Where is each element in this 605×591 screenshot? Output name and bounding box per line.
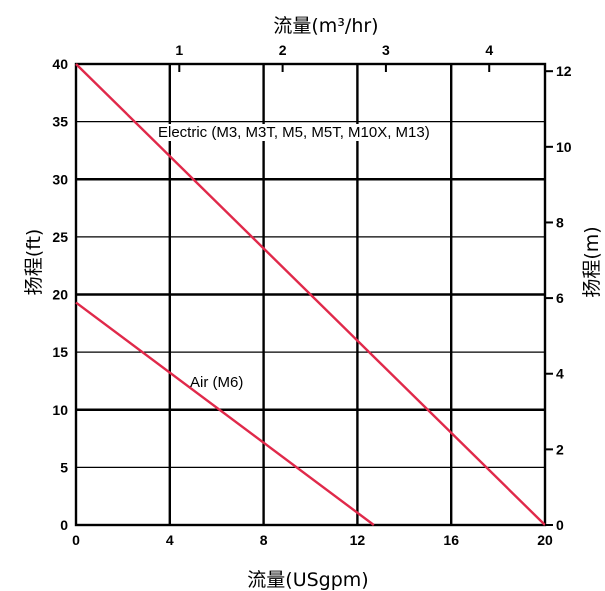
y-tick-label-5: 5 (60, 459, 68, 475)
x-tick-label-4: 4 (166, 532, 174, 548)
x-tick-label-16: 16 (443, 532, 459, 548)
y2-tick-label-10: 10 (556, 139, 572, 155)
x2-tick-label-3: 3 (382, 42, 390, 58)
y2-tick-label-4: 4 (556, 366, 564, 382)
y-tick-label-40: 40 (52, 56, 68, 72)
series-layer (75, 63, 546, 526)
y2-tick-label-2: 2 (556, 441, 564, 457)
series-label-electric: Electric (M3, M3T, M5, M5T, M10X, M13) (158, 124, 430, 141)
y2-tick-label-8: 8 (556, 214, 564, 230)
y-tick-label-0: 0 (60, 517, 68, 533)
y2-tick-label-6: 6 (556, 290, 564, 306)
x2-tick-label-1: 1 (175, 42, 183, 58)
y-tick-label-10: 10 (52, 402, 68, 418)
series-line-air (75, 301, 375, 526)
series-line-electric (75, 63, 546, 526)
x-tick-label-20: 20 (537, 532, 553, 548)
series-label-electric-background (156, 124, 432, 141)
y-axis-title: 扬程(ft) (23, 229, 45, 296)
y-tick-label-25: 25 (52, 229, 68, 245)
plot-border (74, 62, 547, 527)
series-label-air: Air (M6) (190, 374, 243, 391)
y-tick-label-30: 30 (52, 171, 68, 187)
plot-frame (74, 62, 547, 527)
x-tick-label-8: 8 (260, 532, 268, 548)
y2-tick-label-0: 0 (556, 517, 564, 533)
x-tick-label-12: 12 (350, 532, 366, 548)
x2-axis-title: 流量(m³/hr) (273, 15, 378, 37)
y2-tick-label-12: 12 (556, 63, 572, 79)
y-tick-label-20: 20 (52, 287, 68, 303)
y2-axis-title: 扬程(m) (581, 226, 603, 297)
x2-tick-label-2: 2 (279, 42, 287, 58)
y-tick-label-15: 15 (52, 344, 68, 360)
x2-tick-label-4: 4 (485, 42, 493, 58)
x-tick-label-0: 0 (72, 532, 80, 548)
y-tick-label-35: 35 (52, 114, 68, 130)
x-axis-title: 流量(USgpm) (247, 569, 368, 591)
